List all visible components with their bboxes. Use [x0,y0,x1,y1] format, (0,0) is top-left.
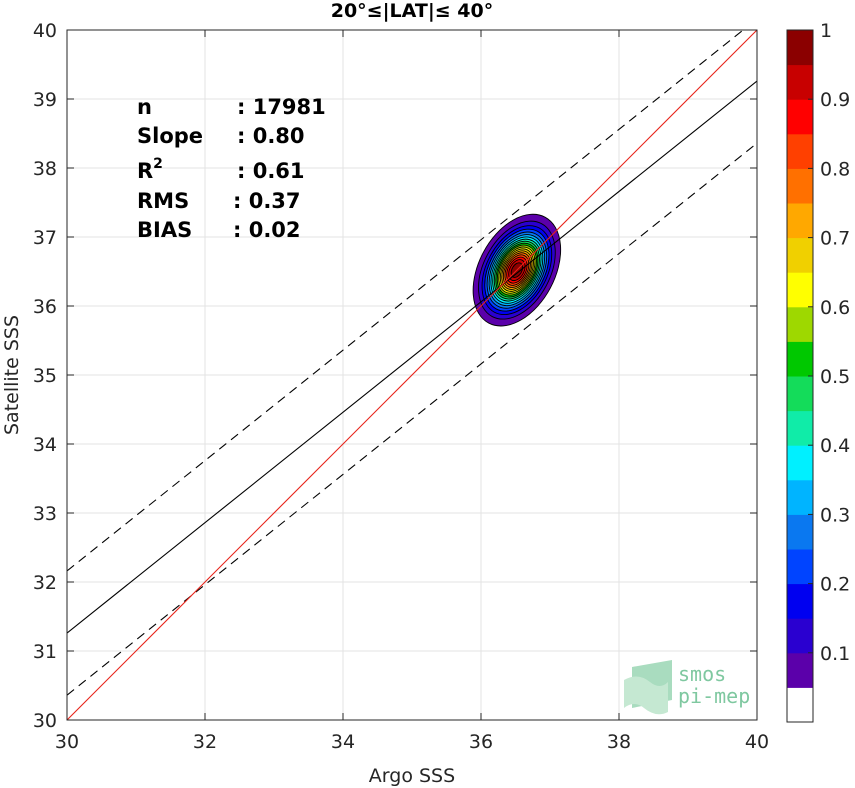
axis-ticks: 30 32 34 36 38 40 30 31 32 33 34 35 36 37 38 39 40 [33,20,769,753]
stat-slope-label: Slope [137,124,203,148]
colorbar-segment [787,168,813,204]
colorbar-tick-label: 0.2 [820,574,850,596]
colorbar-tick-label: 0.8 [820,158,850,180]
stat-rms-label: RMS [137,189,189,213]
stat-bias-label: BIAS [137,218,192,242]
logo-line1: smos [678,662,726,686]
upper-bound-line [67,30,745,572]
colorbar-segment [787,514,813,550]
x-tick-label: 36 [469,731,493,753]
chart-title: 20°≤|LAT|≤ 40° [331,0,494,22]
y-tick-label: 40 [33,20,57,42]
x-tick-label: 32 [193,731,217,753]
y-tick-label: 33 [33,503,57,525]
y-tick-label: 31 [33,641,57,663]
colorbar-tick-label: 0.1 [820,643,850,665]
stat-r2-sup: 2 [153,156,163,172]
x-tick-label: 40 [745,731,769,753]
colorbar: 0.1 0.2 0.3 0.4 0.5 0.6 0.7 0.8 0.9 1 [786,20,850,723]
colorbar-segment [787,549,813,585]
one-to-one-line [67,30,757,720]
stat-n-value: : 17981 [237,95,326,119]
y-tick-label: 32 [33,572,57,594]
stat-r2-value: : 0.61 [237,159,305,183]
lines-group [67,30,757,720]
logo-line2: pi-mep [678,684,750,708]
colorbar-tick-label: 0.5 [820,366,850,388]
colorbar-segment [787,652,813,688]
logo-wave-front [624,676,668,715]
colorbar-segment [787,445,813,481]
colorbar-segment [787,376,813,412]
colorbar-tick-label: 1 [820,20,832,42]
stat-rms-value: : 0.37 [233,189,301,213]
colorbar-segment [787,341,813,377]
colorbar-tick-label: 0.6 [820,297,850,319]
stat-r2-base: R [137,159,153,183]
stat-bias-value: : 0.02 [233,218,301,242]
colorbar-segment [787,272,813,308]
smos-pimep-logo: smos pi-mep [624,660,750,715]
y-tick-label: 34 [33,434,57,456]
y-tick-label: 36 [33,296,57,318]
stat-slope-value: : 0.80 [237,124,305,148]
x-axis-label: Argo SSS [369,765,455,787]
x-tick-label: 30 [55,731,79,753]
colorbar-segment [787,479,813,515]
y-tick-label: 39 [33,89,57,111]
colorbar-segment [787,99,813,135]
y-tick-label: 35 [33,365,57,387]
stat-n-label: n [137,95,152,119]
colorbar-tick-label: 0.4 [820,435,850,457]
colorbar-tick-label: 0.9 [820,89,850,111]
colorbar-segment [787,64,813,100]
x-tick-label: 34 [331,731,355,753]
colorbar-segment [787,618,813,654]
y-tick-label: 37 [33,227,57,249]
colorbar-segment [787,203,813,239]
colorbar-segment [787,410,813,446]
reference-lines [67,30,757,720]
colorbar-segment [787,133,813,169]
colorbar-segment [787,687,813,723]
y-tick-label: 38 [33,158,57,180]
colorbar-segment [787,30,813,66]
lower-bound-line [67,142,757,696]
x-tick-label: 38 [607,731,631,753]
y-axis-label: Satellite SSS [1,315,23,435]
regression-line [67,80,757,634]
colorbar-tick-label: 0.7 [820,228,850,250]
stat-r2-label: R2 [137,156,163,183]
colorbar-segment [787,583,813,619]
colorbar-segment [787,237,813,273]
colorbar-tick-label: 0.3 [820,504,850,526]
stats-box: n : 17981 Slope : 0.80 R2 : 0.61 RMS : 0… [137,95,326,242]
y-tick-label: 30 [33,710,57,732]
colorbar-segment [787,306,813,342]
